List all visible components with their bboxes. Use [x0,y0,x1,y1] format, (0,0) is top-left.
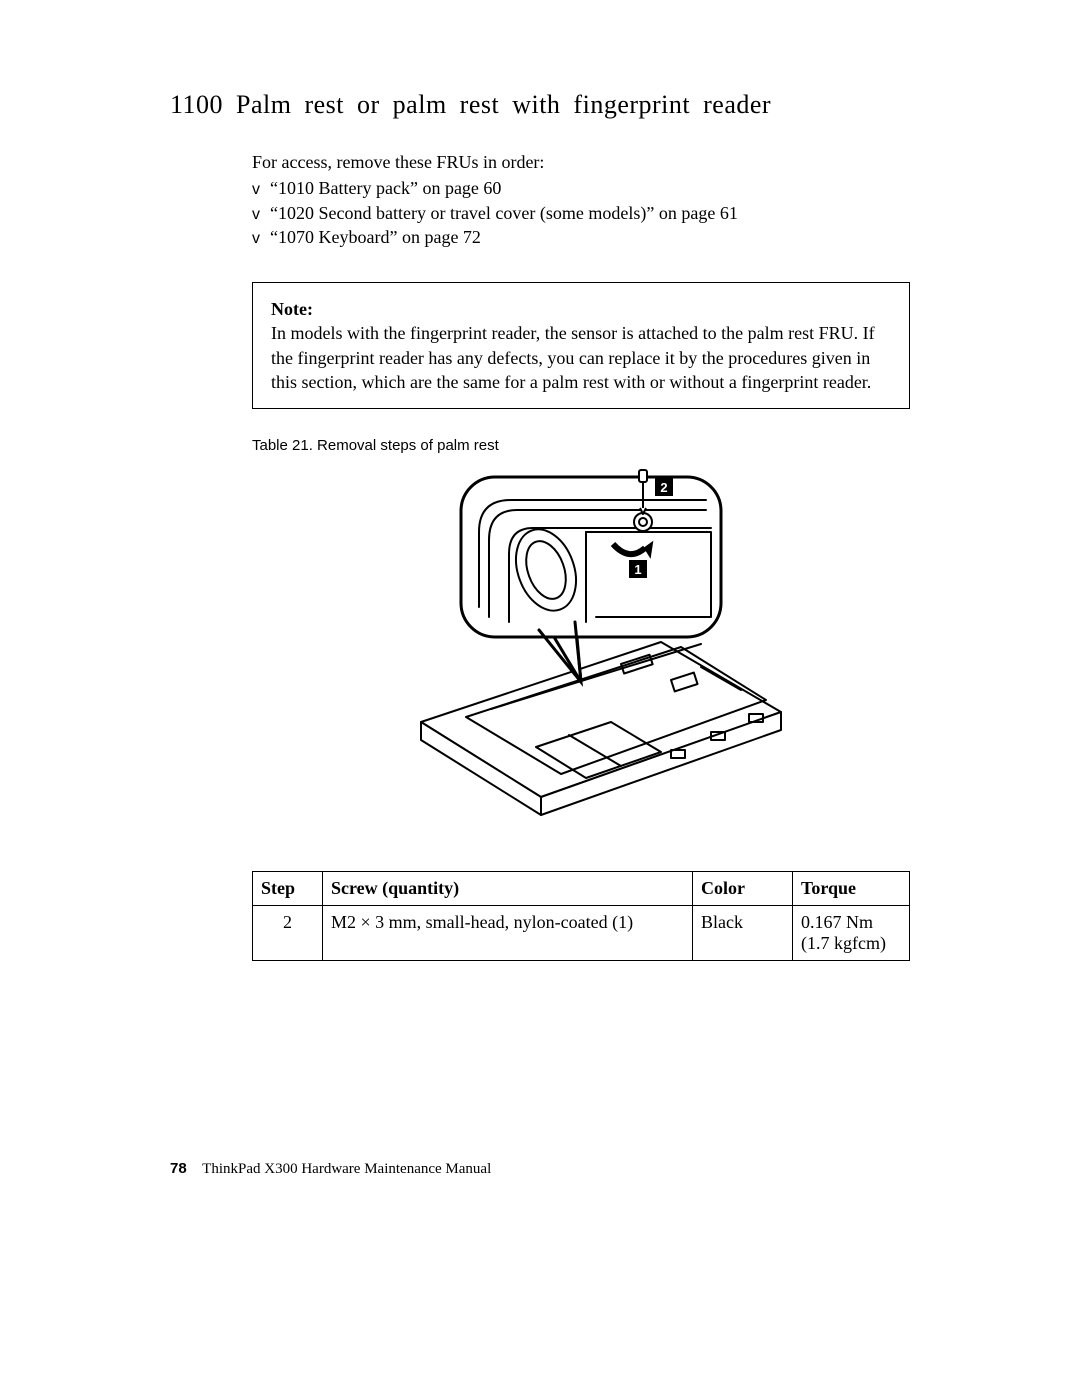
bullet-marker-icon: v [252,228,270,250]
td-torque: 0.167 Nm (1.7 kgfcm) [793,906,910,961]
bullet-marker-icon: v [252,179,270,201]
bullet-item: v“1020 Second battery or travel cover (s… [252,201,910,226]
note-box: Note: In models with the fingerprint rea… [252,282,910,409]
note-body: In models with the fingerprint reader, t… [271,321,891,394]
td-color: Black [693,906,793,961]
doc-title: ThinkPad X300 Hardware Maintenance Manua… [202,1161,491,1177]
note-title: Note: [271,297,891,321]
bullet-marker-icon: v [252,204,270,226]
removal-figure: 1 2 [252,462,910,847]
callout-2-label: 2 [660,480,667,495]
torque-kgfcm: (1.7 kgfcm) [801,933,886,953]
bullet-item: v“1070 Keyboard” on page 72 [252,225,910,250]
section-title: 1100 Palm rest or palm rest with fingerp… [170,90,910,120]
page-footer: 78 ThinkPad X300 Hardware Maintenance Ma… [170,1160,491,1178]
page-number: 78 [170,1160,187,1177]
callout-1-label: 1 [634,562,641,577]
table-row: 2 M2 × 3 mm, small-head, nylon-coated (1… [253,906,910,961]
bullet-text: “1010 Battery pack” on page 60 [270,178,501,198]
th-step: Step [253,872,323,906]
th-color: Color [693,872,793,906]
intro-text: For access, remove these FRUs in order: [252,150,910,174]
bullet-text: “1070 Keyboard” on page 72 [270,227,481,247]
table-caption: Table 21. Removal steps of palm rest [252,437,910,454]
torque-nm: 0.167 Nm [801,912,873,932]
fru-bullet-list: v“1010 Battery pack” on page 60 v“1020 S… [252,176,910,250]
th-screw: Screw (quantity) [323,872,693,906]
td-screw: M2 × 3 mm, small-head, nylon-coated (1) [323,906,693,961]
bullet-item: v“1010 Battery pack” on page 60 [252,176,910,201]
th-torque: Torque [793,872,910,906]
td-step: 2 [253,906,323,961]
removal-table: Step Screw (quantity) Color Torque 2 M2 … [252,871,910,961]
bullet-text: “1020 Second battery or travel cover (so… [270,203,738,223]
